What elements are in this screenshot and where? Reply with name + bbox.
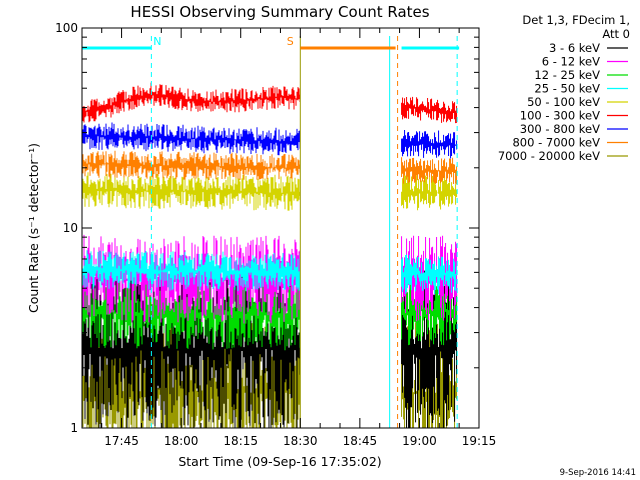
legend-label-9: 7000 - 20000 keV: [498, 149, 600, 163]
series-line-800-7000-keV-seg1: [82, 150, 301, 180]
legend-label-8: 800 - 7000 keV: [512, 136, 600, 150]
x-tick-label-1815: 18:15: [223, 434, 258, 448]
series-line-25-50-keV-seg2: [401, 254, 458, 295]
series-line-50-100-keV-seg2: [401, 174, 458, 211]
series-line-50-100-keV-seg1: [82, 172, 301, 211]
legend-label-7: 300 - 800 keV: [520, 122, 600, 136]
series-line-100-300-keV-seg2: [401, 96, 458, 124]
y-axis-label: Count Rate (s⁻¹ detector⁻¹): [26, 143, 41, 313]
x-tick-label-1745: 17:45: [104, 434, 139, 448]
legend-label-5: 50 - 100 keV: [527, 95, 600, 109]
series-line-100-300-keV-seg1: [82, 82, 301, 123]
series-line-300-800-keV-seg1: [82, 122, 301, 156]
footer-date: 9-Sep-2016 14:41: [560, 468, 636, 478]
y-tick-label-100: 100: [55, 21, 78, 35]
x-tick-label-1800: 18:00: [164, 434, 199, 448]
legend-label-2: 6 - 12 keV: [542, 55, 600, 69]
x-axis-label: Start Time (09-Sep-16 17:35:02): [178, 454, 381, 469]
legend-label-3: 12 - 25 keV: [534, 68, 600, 82]
x-tick-label-1830: 18:30: [283, 434, 318, 448]
x-tick-label-1915: 19:15: [462, 434, 497, 448]
y-tick-label-10: 10: [63, 221, 78, 235]
legend-label-4: 25 - 50 keV: [534, 82, 600, 96]
flag-label-S: S: [287, 35, 294, 48]
flag-label-N: N: [153, 35, 161, 48]
legend-label-1: 3 - 6 keV: [549, 41, 600, 55]
series-line-25-50-keV-seg1: [82, 250, 301, 292]
legend-header-2: Att 0: [602, 27, 630, 41]
series-line-300-800-keV-seg2: [401, 130, 458, 159]
legend-header-1: Det 1,3, FDecim 1,: [522, 13, 630, 27]
axes-layer: 17:45 18:00 18:15 18:30 18:45 19:00 19:15 1 10 10…: [55, 21, 496, 448]
x-tick-label-1845: 18:45: [343, 434, 378, 448]
chart-title: HESSI Observing Summary Count Rates: [130, 3, 429, 21]
y-tick-label-1: 1: [70, 421, 78, 435]
legend-label-6: 100 - 300 keV: [520, 109, 600, 123]
x-tick-label-1900: 19:00: [402, 434, 437, 448]
series-line-800-7000-keV-seg2: [401, 157, 458, 185]
